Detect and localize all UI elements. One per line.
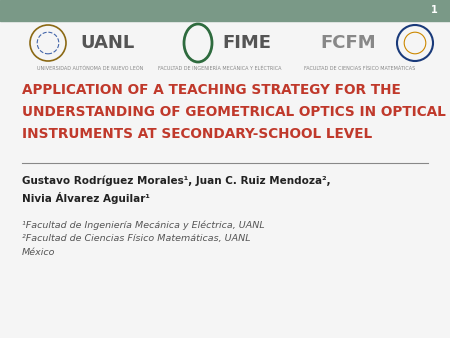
Text: FACULTAD DE INGENIERÍA MECÁNICA Y ELÉCTRICA: FACULTAD DE INGENIERÍA MECÁNICA Y ELÉCTR… <box>158 66 282 71</box>
Text: UNDERSTANDING OF GEOMETRICAL OPTICS IN OPTICAL: UNDERSTANDING OF GEOMETRICAL OPTICS IN O… <box>22 105 446 119</box>
Text: UNIVERSIDAD AUTÓNOMA DE NUEVO LEÓN: UNIVERSIDAD AUTÓNOMA DE NUEVO LEÓN <box>37 66 143 71</box>
Text: UANL: UANL <box>80 34 134 52</box>
Text: México: México <box>22 248 55 257</box>
Text: Nivia Álvarez Aguilar¹: Nivia Álvarez Aguilar¹ <box>22 192 150 204</box>
Text: FCFM: FCFM <box>320 34 376 52</box>
Text: Gustavo Rodríguez Morales¹, Juan C. Ruiz Mendoza²,: Gustavo Rodríguez Morales¹, Juan C. Ruiz… <box>22 176 331 187</box>
Text: ¹Facultad de Ingeniería Mecánica y Eléctrica, UANL: ¹Facultad de Ingeniería Mecánica y Eléct… <box>22 220 265 230</box>
Bar <box>0 0 450 21</box>
Text: APPLICATION OF A TEACHING STRATEGY FOR THE: APPLICATION OF A TEACHING STRATEGY FOR T… <box>22 83 401 97</box>
Text: 1: 1 <box>431 5 438 16</box>
Text: FIME: FIME <box>222 34 271 52</box>
Text: FACULTAD DE CIENCIAS FÍSICO MATEMÁTICAS: FACULTAD DE CIENCIAS FÍSICO MATEMÁTICAS <box>304 66 416 71</box>
Text: ²Facultad de Ciencias Físico Matemáticas, UANL: ²Facultad de Ciencias Físico Matemáticas… <box>22 234 251 243</box>
Text: INSTRUMENTS AT SECONDARY-SCHOOL LEVEL: INSTRUMENTS AT SECONDARY-SCHOOL LEVEL <box>22 127 372 141</box>
